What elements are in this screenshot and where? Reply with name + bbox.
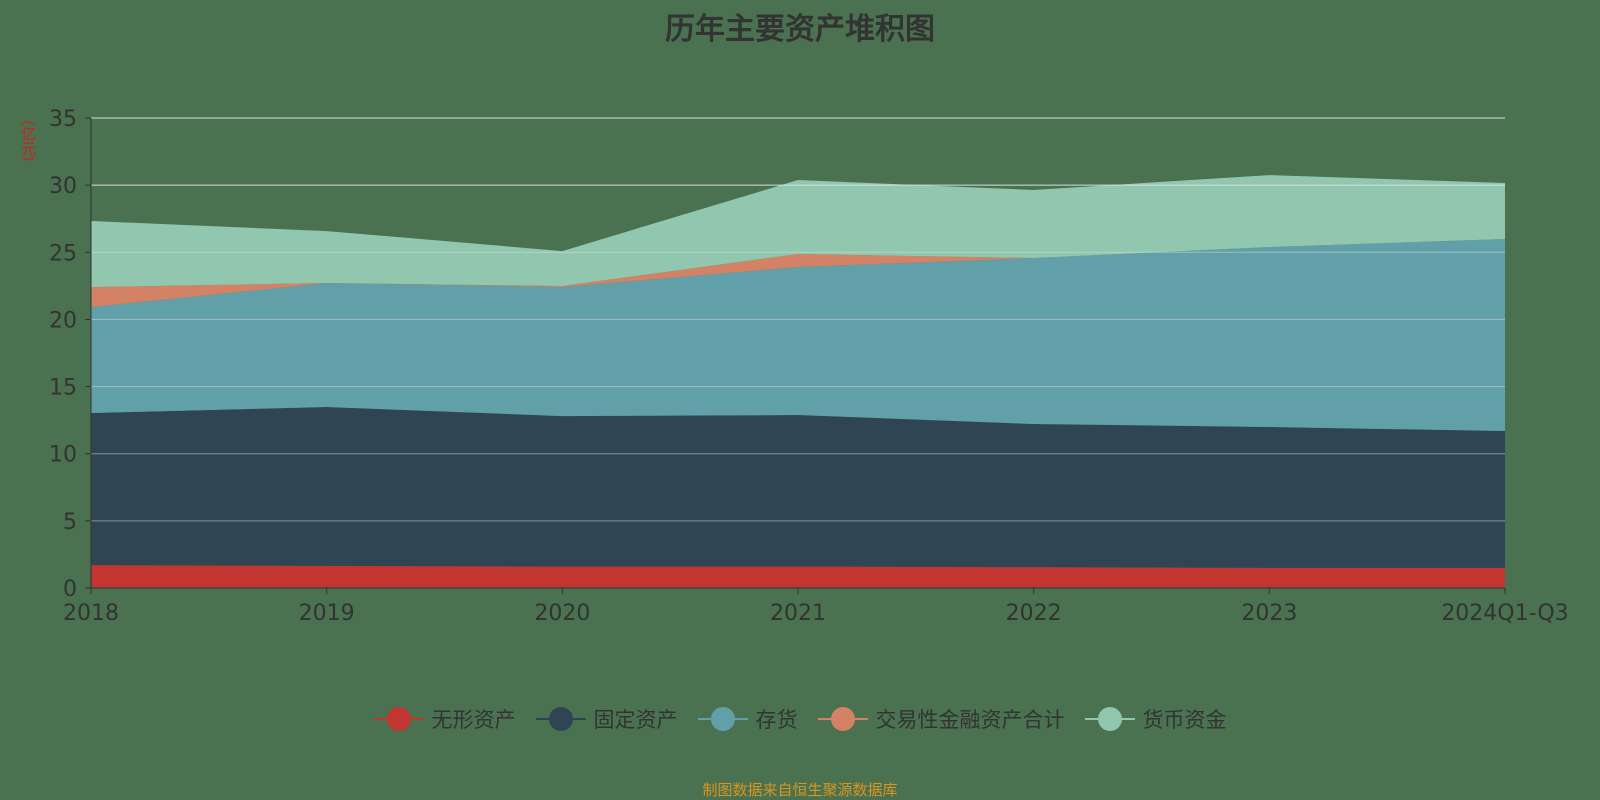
y-tick-label: 0 bbox=[63, 577, 77, 602]
legend-item[interactable]: 固定资产 bbox=[535, 704, 678, 734]
y-tick-label: 25 bbox=[49, 241, 77, 266]
legend-label: 存货 bbox=[755, 708, 798, 732]
legend-label: 交易性金融资产合计 bbox=[875, 708, 1065, 732]
stacked-area-chart: 0 5 10 15 20 25 30 35 2018 2019 2020 2021 2022 2023 20… bbox=[49, 107, 1569, 626]
y-axis-label: (亿元) bbox=[19, 120, 37, 162]
chart-title: 历年主要资产堆积图 bbox=[665, 12, 935, 47]
legend-label: 无形资产 bbox=[431, 708, 516, 732]
y-tick-label: 20 bbox=[49, 308, 77, 333]
legend-item[interactable]: 存货 bbox=[697, 704, 798, 734]
x-tick-label: 2022 bbox=[1006, 601, 1062, 626]
x-tick-label: 2020 bbox=[534, 601, 590, 626]
legend-marker-icon bbox=[817, 704, 868, 734]
legend-item[interactable]: 交易性金融资产合计 bbox=[817, 704, 1065, 734]
source-note: 制图数据来自恒生聚源数据库 bbox=[702, 781, 898, 799]
legend-item[interactable]: 货币资金 bbox=[1084, 704, 1227, 734]
y-tick-label: 30 bbox=[49, 174, 77, 199]
x-tick-label: 2024Q1-Q3 bbox=[1441, 601, 1568, 626]
area-series-4[interactable] bbox=[91, 175, 1505, 288]
legend: 无形资产 固定资产 存货 交易性金融资产合计 货币资金 bbox=[0, 704, 1600, 734]
legend-marker-icon bbox=[1084, 704, 1135, 734]
y-tick-label: 15 bbox=[49, 376, 77, 401]
x-tick-label: 2021 bbox=[770, 601, 826, 626]
x-tick-label: 2018 bbox=[63, 601, 119, 626]
area-series-2[interactable] bbox=[91, 238, 1505, 432]
legend-marker-icon bbox=[535, 704, 586, 734]
legend-marker-icon bbox=[697, 704, 748, 734]
legend-marker-icon bbox=[373, 704, 424, 734]
area-series-0[interactable] bbox=[91, 565, 1505, 588]
legend-label: 固定资产 bbox=[593, 708, 678, 732]
y-tick-label: 35 bbox=[49, 107, 77, 132]
legend-label: 货币资金 bbox=[1142, 708, 1227, 732]
legend-item[interactable]: 无形资产 bbox=[373, 704, 516, 734]
y-tick-label: 5 bbox=[63, 510, 77, 535]
y-tick-label: 10 bbox=[49, 443, 77, 468]
x-tick-label: 2023 bbox=[1241, 601, 1297, 626]
x-tick-label: 2019 bbox=[299, 601, 355, 626]
area-series-1[interactable] bbox=[91, 406, 1505, 568]
